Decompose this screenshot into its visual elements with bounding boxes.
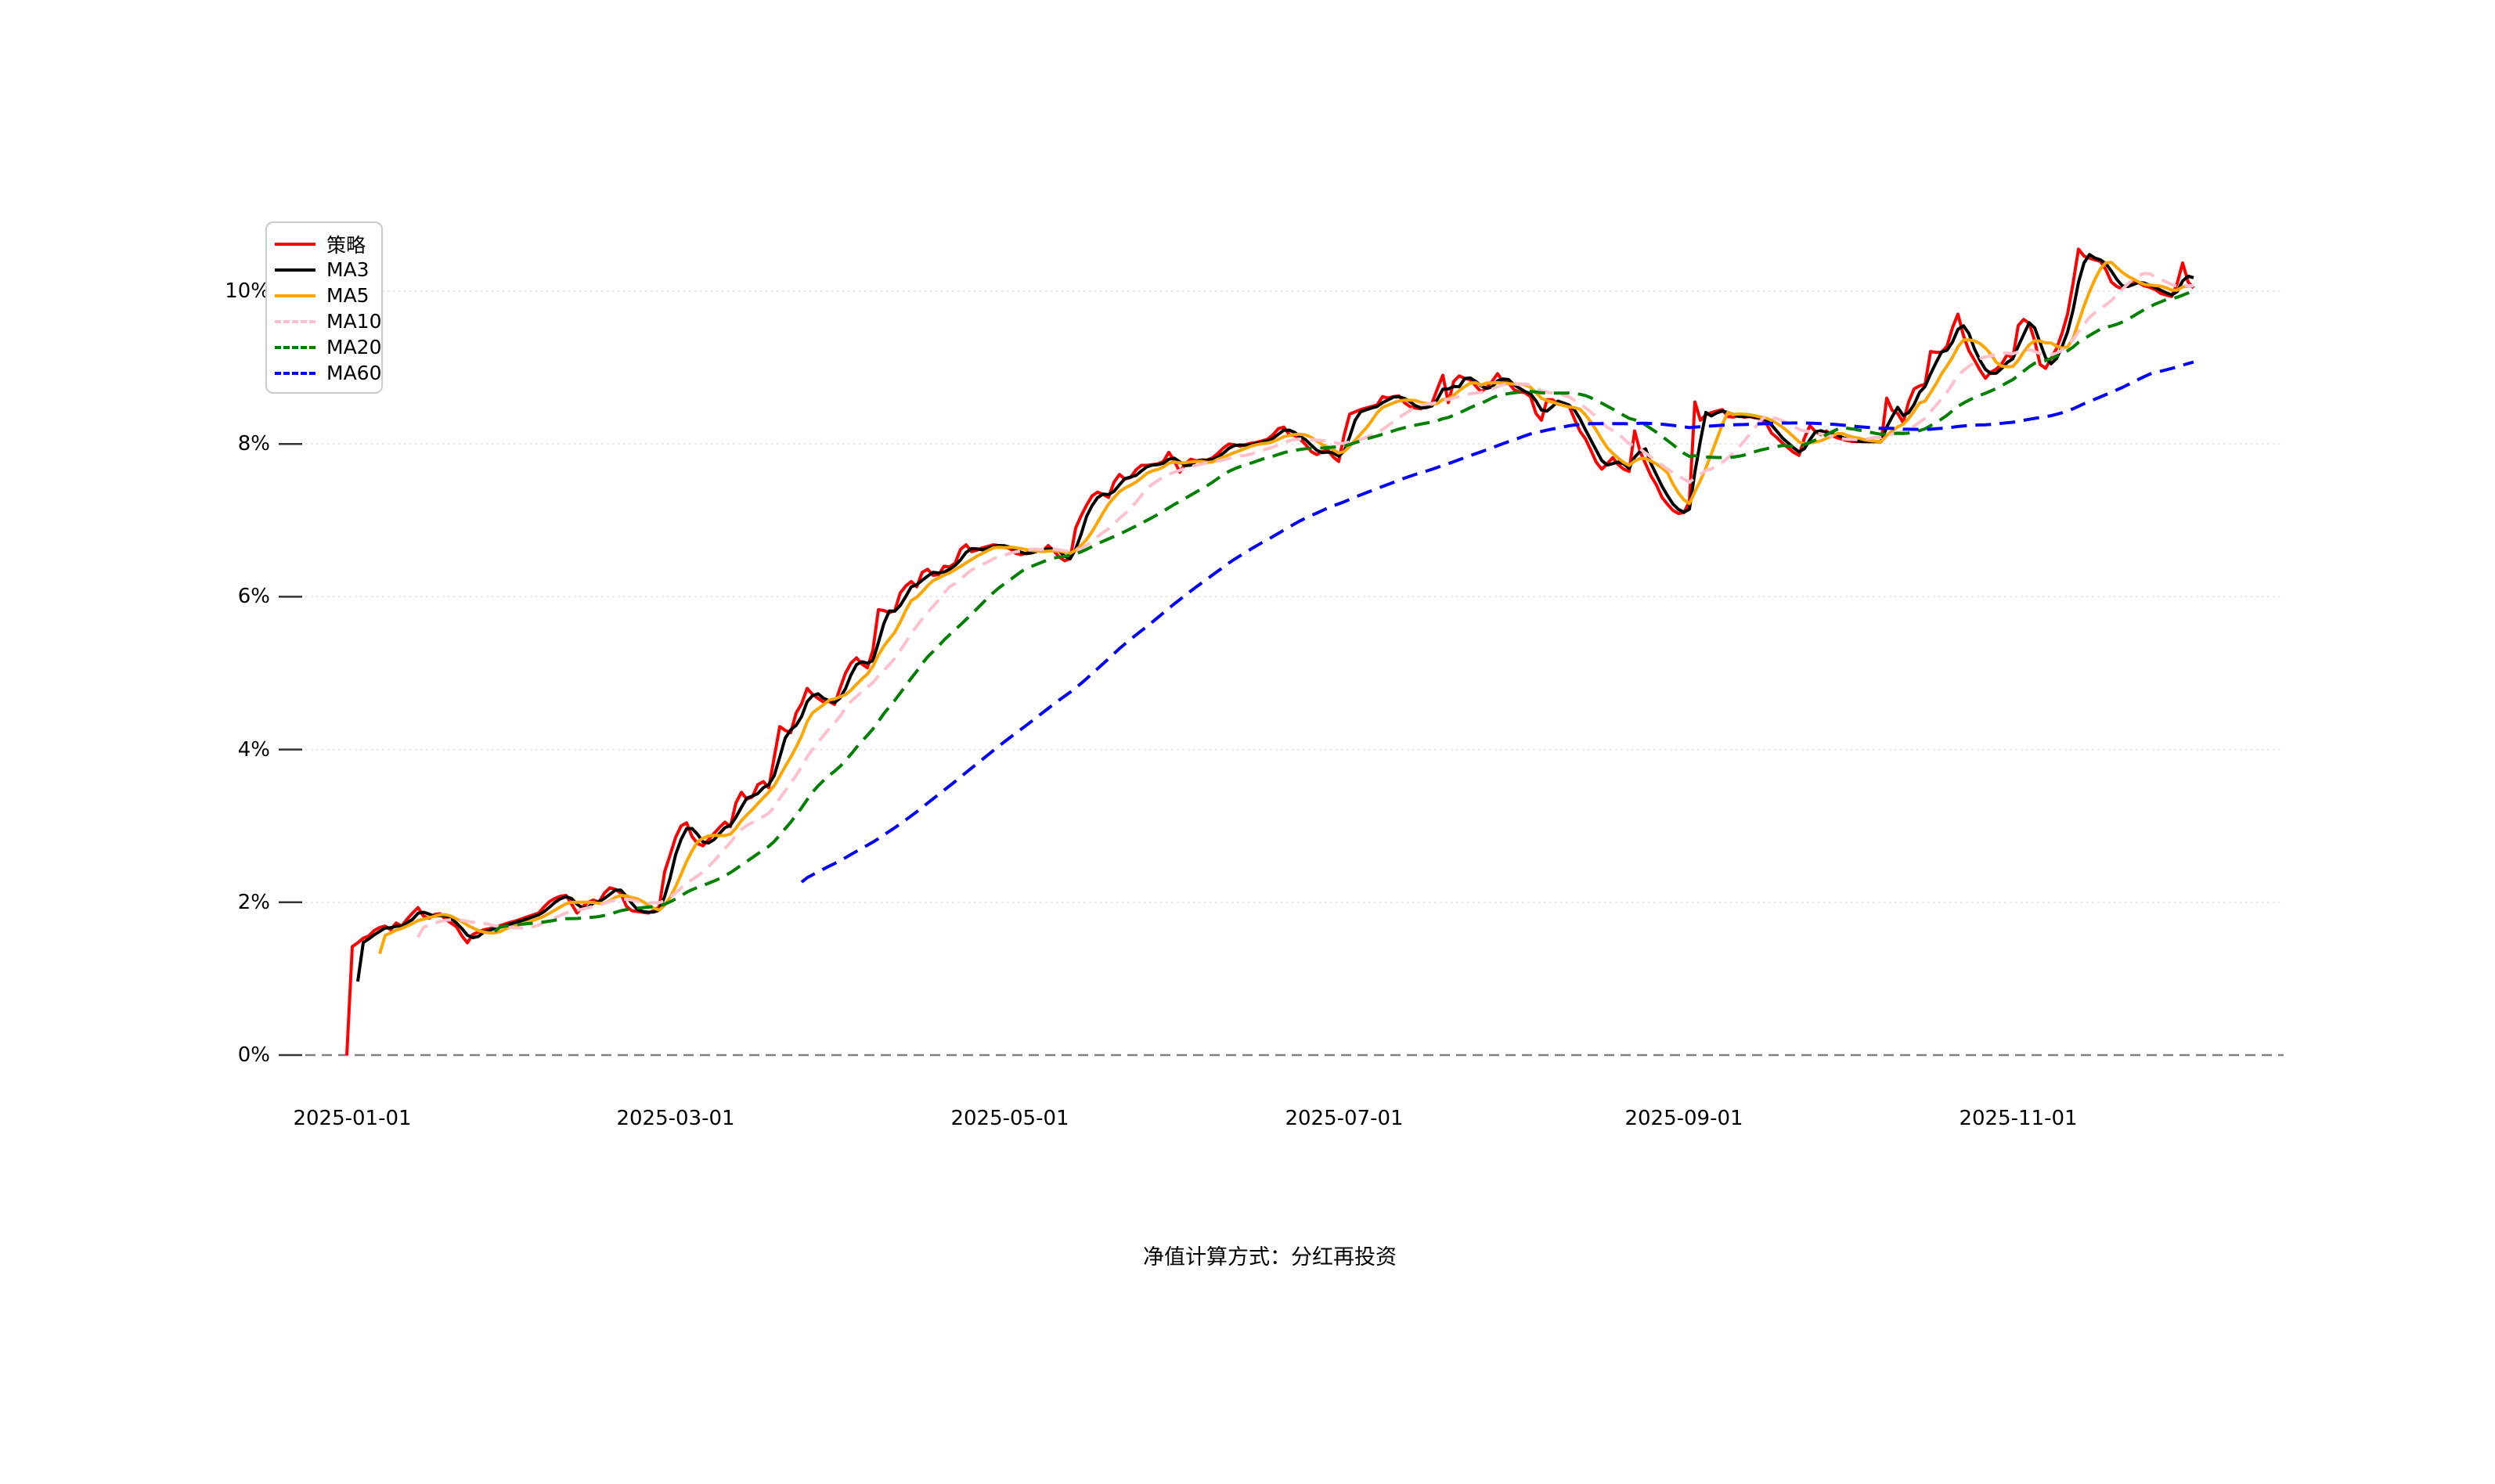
ma3-line bbox=[356, 253, 2194, 982]
legend-item-ma60: MA60 bbox=[267, 360, 381, 386]
x-axis-tick-label: 2025-01-01 bbox=[293, 1107, 412, 1130]
ma5-line-swatch-icon bbox=[275, 294, 315, 297]
x-axis-tick-label: 2025-05-01 bbox=[950, 1107, 1069, 1130]
legend-label: MA60 bbox=[326, 362, 382, 384]
legend-label: 策略 bbox=[326, 233, 366, 257]
ma60-line-swatch-icon bbox=[275, 371, 315, 375]
y-axis-tick-label: 10% bbox=[225, 279, 270, 303]
x-axis-tick-label: 2025-11-01 bbox=[1959, 1107, 2078, 1130]
ma3-line-swatch-icon bbox=[275, 268, 315, 272]
legend-item-strategy: 策略 bbox=[267, 231, 381, 257]
legend-item-ma5: MA5 bbox=[267, 283, 381, 308]
y-axis-tick-label: 0% bbox=[237, 1043, 270, 1067]
legend-label: MA3 bbox=[326, 258, 370, 281]
y-axis-tick-label: 4% bbox=[237, 737, 270, 762]
y-axis-tick-label: 8% bbox=[237, 432, 270, 456]
x-axis-tick-label: 2025-03-01 bbox=[616, 1107, 735, 1130]
y-axis-tick-label: 6% bbox=[237, 585, 270, 609]
y-axis-tick-label: 2% bbox=[237, 890, 270, 914]
ma60-line bbox=[800, 360, 2194, 884]
ma5-line bbox=[378, 261, 2194, 955]
ma10-line-swatch-icon bbox=[275, 319, 315, 323]
ma20-line bbox=[493, 289, 2194, 933]
legend-label: MA5 bbox=[326, 284, 370, 307]
legend-item-ma3: MA3 bbox=[267, 257, 381, 283]
legend-label: MA20 bbox=[326, 336, 382, 358]
legend-item-ma20: MA20 bbox=[267, 334, 381, 360]
strategy-line bbox=[345, 247, 2195, 1056]
strategy-line-swatch-icon bbox=[275, 242, 315, 246]
x-axis-tick-label: 2025-09-01 bbox=[1624, 1107, 1743, 1130]
chart-caption: 净值计算方式：分红再投资 bbox=[1143, 1245, 1397, 1270]
ma20-line-swatch-icon bbox=[275, 345, 315, 349]
legend-label: MA10 bbox=[326, 310, 382, 333]
legend-item-ma10: MA10 bbox=[267, 308, 381, 334]
chart-legend: 策略 MA3 MA5 MA10 MA20 MA60 bbox=[265, 222, 383, 394]
x-axis-tick-label: 2025-07-01 bbox=[1285, 1107, 1404, 1130]
